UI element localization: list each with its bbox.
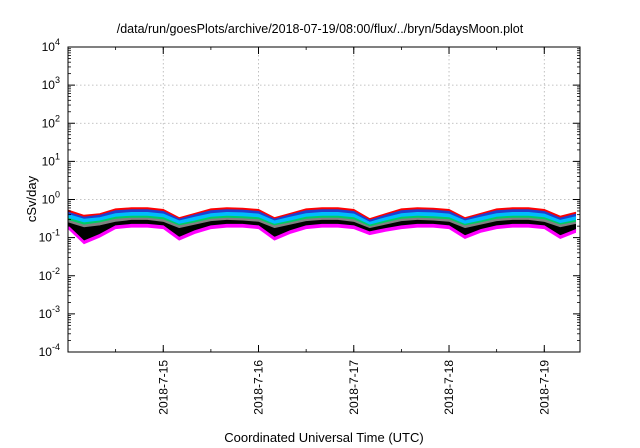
area-mask xyxy=(68,227,576,352)
series-line xyxy=(67,223,577,243)
x-tick-label: 2018-7-17 xyxy=(347,360,361,415)
series-group xyxy=(67,207,577,352)
x-axis: 2018-7-15 2018-7-16 2018-7-17 2018-7-18 2018… xyxy=(115,47,551,415)
y-tick-label: 10-4 xyxy=(39,342,60,359)
series-line xyxy=(67,207,577,220)
y-tick-label: 10-1 xyxy=(39,228,60,245)
y-tick-label: 103 xyxy=(42,75,60,92)
series-line xyxy=(67,215,577,227)
y-tick-label: 100 xyxy=(42,190,60,207)
x-tick-label: 2018-7-18 xyxy=(442,360,456,415)
y-tick-label: 10-3 xyxy=(39,304,60,321)
series-line xyxy=(67,211,577,224)
y-tick-label: 102 xyxy=(42,113,60,130)
series-line xyxy=(67,217,577,228)
x-tick-label: 2018-7-15 xyxy=(156,360,170,415)
x-axis-label: Coordinated Universal Time (UTC) xyxy=(224,430,423,445)
series-line xyxy=(67,209,577,222)
x-tick-label: 2018-7-16 xyxy=(252,360,266,415)
y-axis-label: cSv/day xyxy=(24,175,39,222)
y-tick-label: 104 xyxy=(42,37,60,54)
chart-title: /data/run/goesPlots/archive/2018-07-19/0… xyxy=(117,22,524,36)
y-tick-label: 10-2 xyxy=(39,266,60,283)
y-tick-label: 101 xyxy=(42,151,60,168)
y-axis: 104 103 102 101 100 10-1 10-2 10-3 10-4 xyxy=(39,37,580,359)
series-line xyxy=(67,219,577,230)
x-tick-label: 2018-7-19 xyxy=(537,360,551,415)
